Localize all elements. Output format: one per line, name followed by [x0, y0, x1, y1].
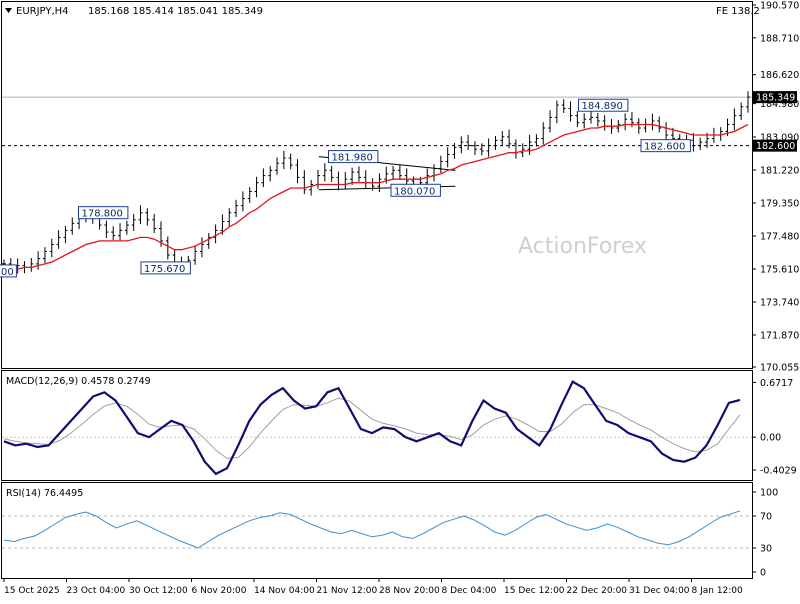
xtick-label: 6 Nov 20:00	[192, 586, 247, 596]
rsi-ytick-label: 70	[760, 512, 772, 523]
fe-tag: FE 138.2	[716, 6, 760, 17]
rsi-line	[3, 510, 741, 549]
price-annotation-label: 00	[1, 267, 14, 278]
price-annotation-label: 181.980	[332, 153, 373, 164]
price-panel-frame	[1, 1, 753, 369]
xtick-label: 30 Oct 12:00	[129, 586, 188, 596]
moving-average-line	[4, 123, 749, 270]
rsi-header: RSI(14) 76.4495	[6, 488, 83, 499]
price-ytick-label: 171.870	[760, 330, 799, 341]
macd-header: MACD(12,26,9) 0.4578 0.2749	[6, 376, 151, 387]
price-ytick-label: 186.620	[760, 70, 799, 81]
xtick-label: 14 Nov 04:00	[254, 586, 315, 596]
xtick-label: 8 Dec 04:00	[442, 586, 497, 596]
price-ytick-label: 173.740	[760, 297, 799, 308]
macd-ytick-label: 0.6717	[760, 378, 793, 389]
current-price-tag: 185.349	[756, 93, 795, 104]
xtick-label: 22 Dec 20:00	[567, 586, 628, 596]
xtick-label: 21 Nov 12:00	[317, 586, 378, 596]
level-tag-bg	[753, 139, 797, 152]
price-ytick-label: 170.055	[760, 363, 799, 374]
price-annotation-label: 175.670	[144, 264, 185, 275]
level-tag: 182.600	[756, 141, 795, 152]
xtick-label: 28 Nov 20:00	[379, 586, 440, 596]
price-annotation-box	[578, 98, 629, 112]
price-ytick-label: 181.220	[760, 165, 799, 176]
price-ytick-label: 190.570	[760, 1, 799, 12]
price-annotation-label: 180.070	[394, 186, 435, 197]
rsi-panel-frame	[1, 482, 753, 579]
rsi-ytick-label: 30	[760, 544, 772, 555]
price-annotation-label: 182.600	[644, 142, 685, 153]
macd-ytick-label: 0.00	[760, 433, 781, 444]
price-annotation-box	[0, 264, 17, 278]
xtick-label: 31 Dec 04:00	[629, 586, 690, 596]
dropdown-triangle-icon[interactable]	[5, 8, 12, 13]
price-ytick-label: 188.710	[760, 33, 799, 44]
watermark: ActionForex	[518, 234, 647, 259]
xtick-label: 8 Jan 12:00	[692, 586, 744, 596]
price-ytick-label: 183.090	[760, 132, 799, 143]
price-ytick-label: 177.480	[760, 231, 799, 242]
macd-panel-frame	[1, 370, 753, 481]
xtick-label: 23 Oct 04:00	[67, 586, 126, 596]
price-annotation-box	[640, 139, 691, 153]
price-annotation-label: 184.890	[582, 101, 623, 112]
price-ytick-label: 179.350	[760, 198, 799, 209]
price-annotation-box	[140, 261, 191, 275]
symbol-label: EURJPY,H4	[16, 6, 69, 17]
price-annotation-box	[390, 183, 441, 197]
price-ytick-label: 175.610	[760, 264, 799, 275]
xtick-label: 15 Dec 12:00	[504, 586, 565, 596]
price-annotation-label: 178.800	[82, 209, 123, 220]
xtick-label: 15 Oct 2025	[4, 586, 60, 596]
rsi-ytick-label: 0	[760, 568, 766, 579]
price-ytick-label: 184.980	[760, 99, 799, 110]
macd-signal-line	[3, 397, 741, 459]
rsi-ytick-label: 100	[760, 488, 778, 499]
price-annotation-box	[328, 150, 379, 164]
macd-main-line	[3, 380, 741, 476]
current-price-tag-bg	[753, 91, 797, 104]
ohlc-values: 185.168 185.414 185.041 185.349	[88, 6, 263, 17]
macd-ytick-label: -0.4029	[760, 466, 797, 477]
price-annotation-box	[78, 206, 129, 220]
